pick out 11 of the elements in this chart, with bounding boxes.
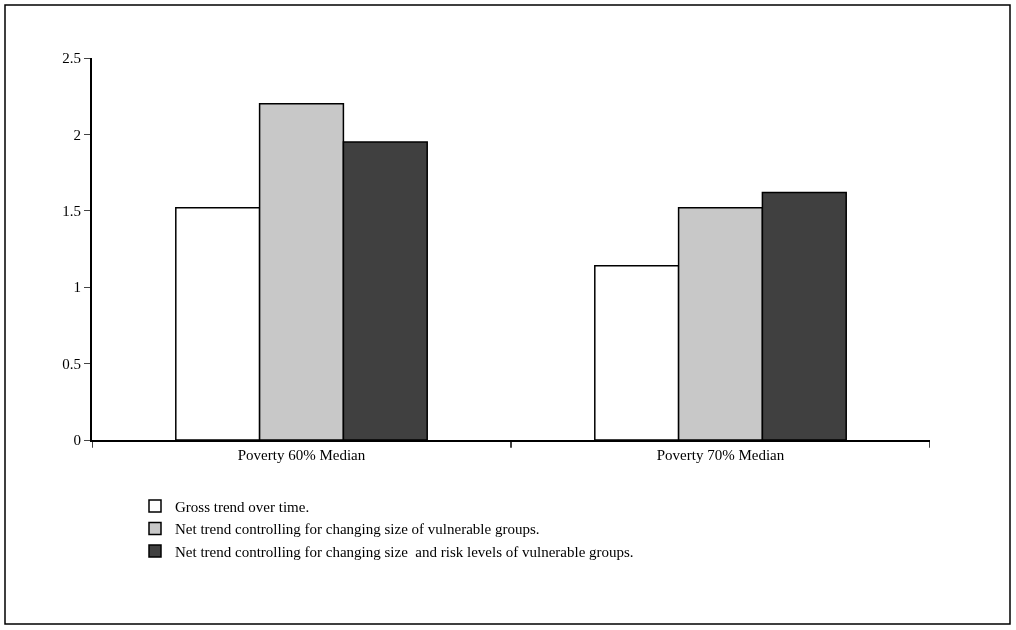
y-tick-label: 1.5 xyxy=(62,203,81,220)
legend-label: Net trend controlling for changing size and risk levels of vulnerable groups. xyxy=(175,543,634,560)
y-tick-label: 0.5 xyxy=(62,355,81,372)
y-tick-label: 2.5 xyxy=(62,50,81,67)
legend-label: Net trend controlling for changing size of vulnerable groups. xyxy=(175,521,540,538)
y-tick-label: 2 xyxy=(73,126,81,143)
y-tick-label: 0 xyxy=(73,432,81,449)
x-tick-label: Poverty 60% Median xyxy=(237,447,366,463)
y-tick-label: 1 xyxy=(73,279,81,296)
x-tick-label: Poverty 70% Median xyxy=(656,447,785,463)
legend-label: Gross trend over time. xyxy=(175,498,310,515)
